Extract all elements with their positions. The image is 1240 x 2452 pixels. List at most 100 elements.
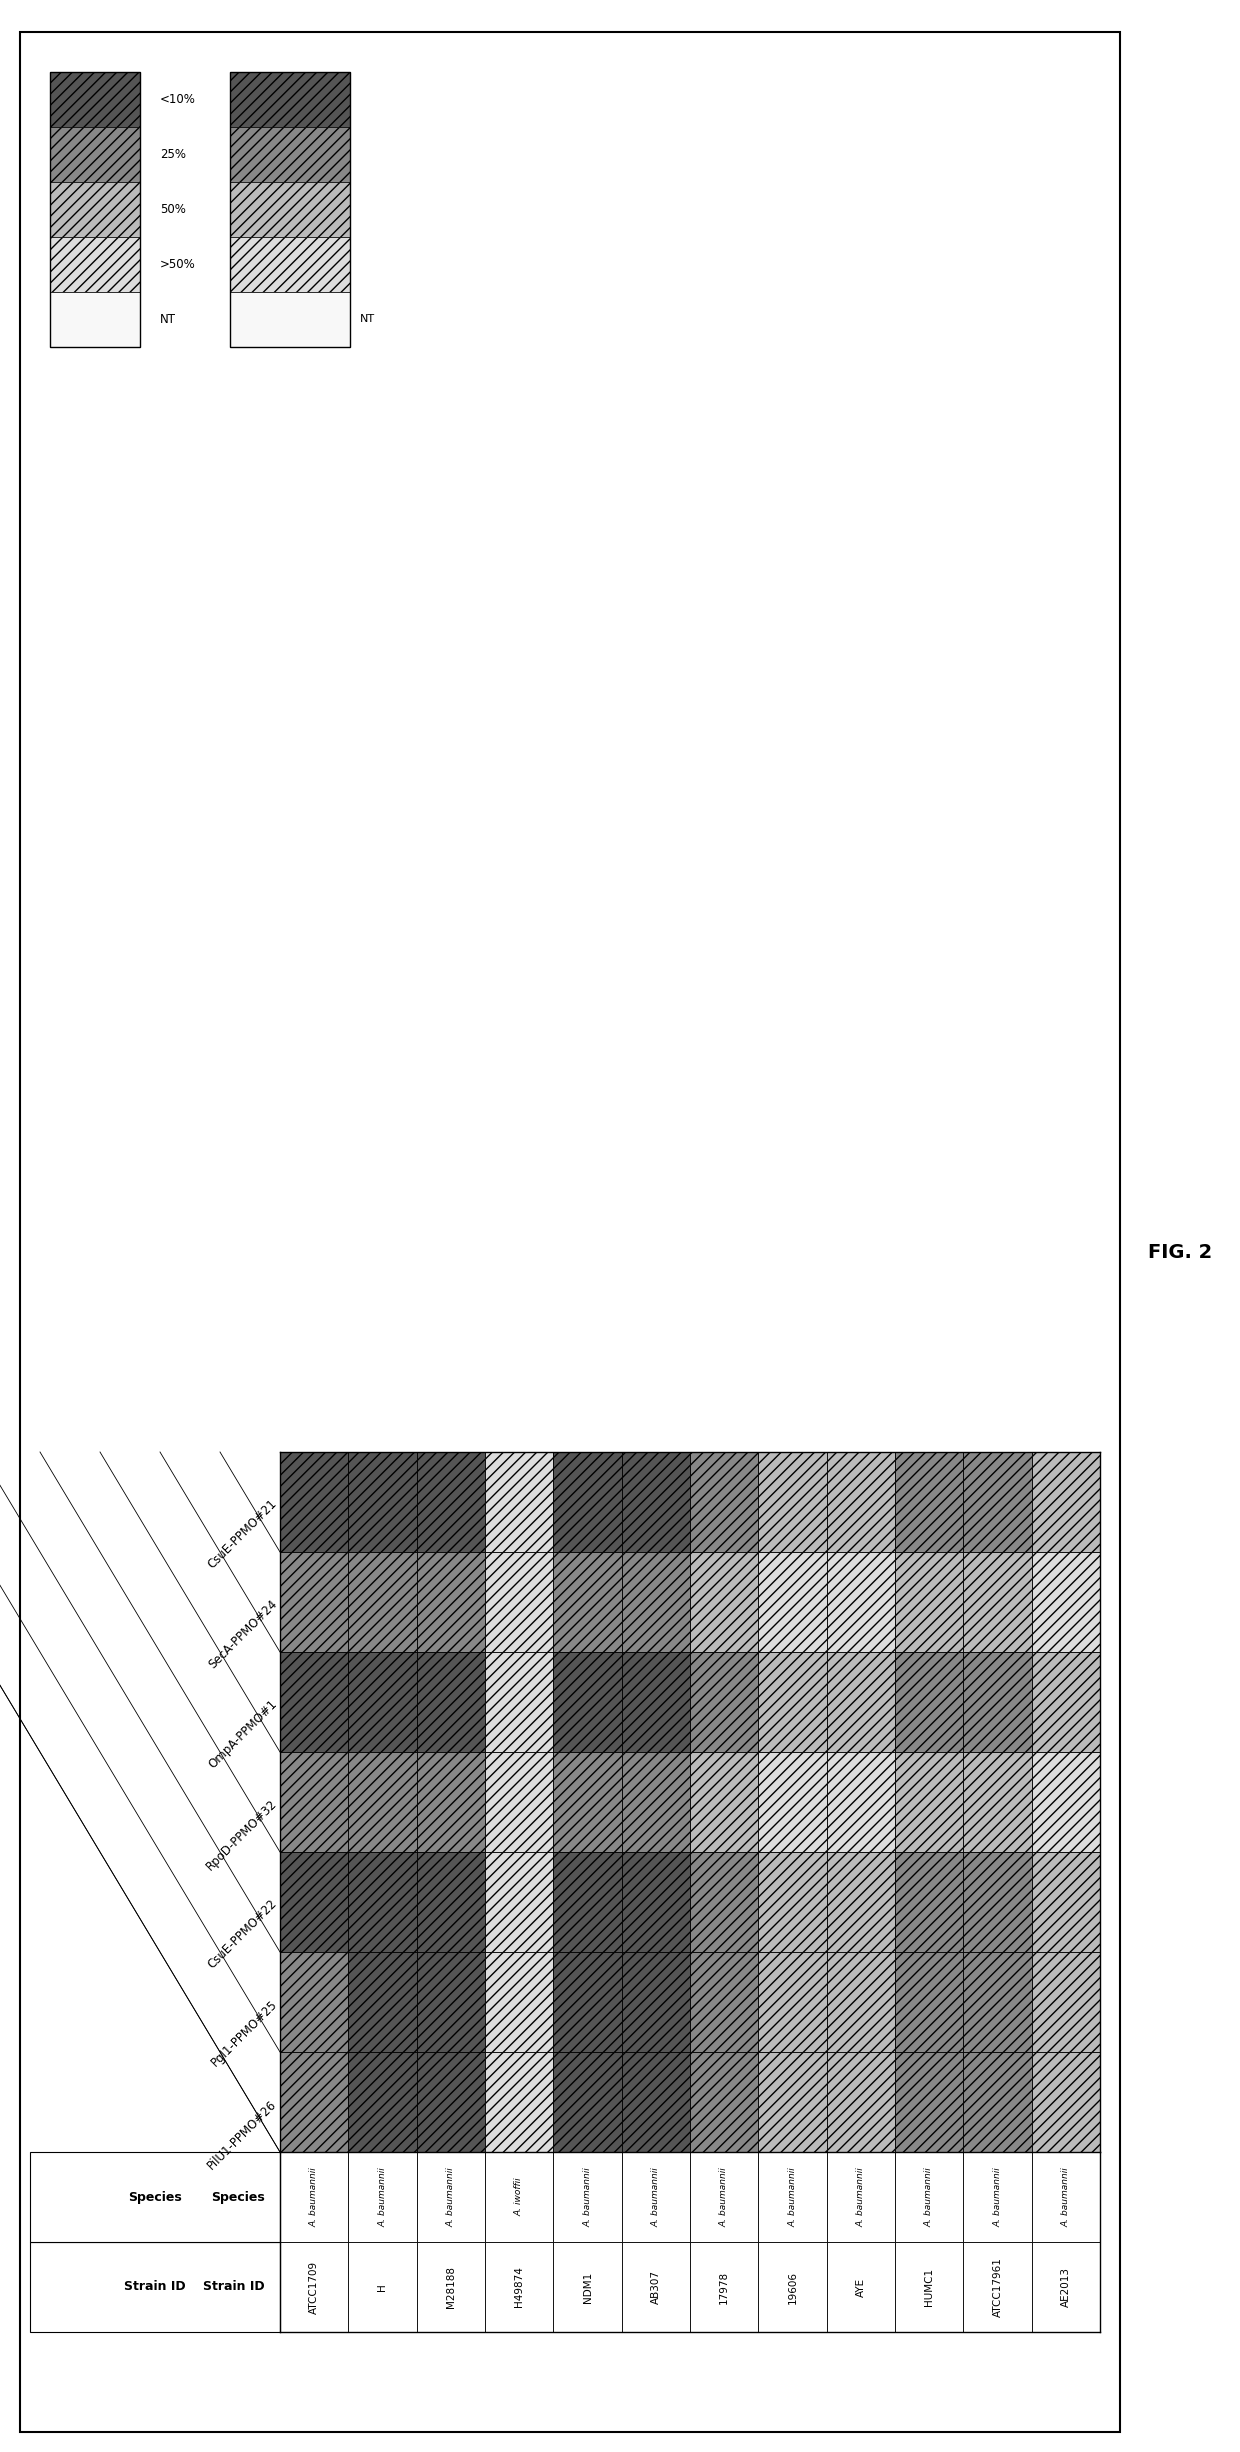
- Bar: [827, 2153, 895, 2241]
- Bar: [689, 1552, 759, 1653]
- Bar: [621, 1952, 689, 2052]
- Bar: [963, 1851, 1032, 1952]
- Bar: [229, 128, 350, 181]
- Bar: [689, 2153, 759, 2241]
- Bar: [553, 2241, 621, 2332]
- Bar: [485, 2241, 553, 2332]
- Bar: [348, 1753, 417, 1851]
- Bar: [417, 2241, 485, 2332]
- Bar: [553, 1851, 621, 1952]
- Text: A. baumannii: A. baumannii: [651, 2168, 661, 2226]
- Text: 17978: 17978: [719, 2271, 729, 2302]
- Text: Species: Species: [211, 2190, 265, 2204]
- Text: ATCC1709: ATCC1709: [309, 2261, 319, 2315]
- Bar: [895, 2241, 963, 2332]
- Bar: [759, 2052, 827, 2153]
- Text: A. baumannii: A. baumannii: [310, 2168, 319, 2226]
- Bar: [689, 2052, 759, 2153]
- Bar: [621, 1452, 689, 1552]
- Bar: [689, 1952, 759, 2052]
- Bar: [621, 2153, 689, 2241]
- Text: A. iwoffii: A. iwoffii: [515, 2177, 523, 2217]
- Bar: [485, 2153, 553, 2241]
- Bar: [417, 1452, 485, 1552]
- Bar: [417, 2153, 485, 2241]
- Bar: [963, 1952, 1032, 2052]
- Bar: [348, 1552, 417, 1653]
- Bar: [827, 1851, 895, 1952]
- Bar: [280, 1851, 348, 1952]
- Bar: [485, 1952, 553, 2052]
- Bar: [280, 2052, 348, 2153]
- Text: 50%: 50%: [160, 204, 186, 216]
- Bar: [759, 2241, 827, 2332]
- Text: Strain ID: Strain ID: [124, 2280, 186, 2293]
- Bar: [1032, 1552, 1100, 1653]
- Bar: [485, 1452, 553, 1552]
- Text: PgI1-PPMO#25: PgI1-PPMO#25: [208, 1998, 279, 2069]
- Bar: [827, 1753, 895, 1851]
- Bar: [689, 1653, 759, 1753]
- Bar: [348, 1952, 417, 2052]
- Text: Species: Species: [128, 2190, 182, 2204]
- Bar: [895, 1851, 963, 1952]
- Bar: [280, 1552, 348, 1653]
- Bar: [895, 1952, 963, 2052]
- Bar: [553, 1952, 621, 2052]
- Text: A. baumannii: A. baumannii: [446, 2168, 455, 2226]
- Bar: [553, 2153, 621, 2241]
- Text: ATCC17961: ATCC17961: [992, 2256, 1002, 2317]
- Bar: [485, 1653, 553, 1753]
- Bar: [689, 2241, 759, 2332]
- Text: RpoD-PPMO#32: RpoD-PPMO#32: [203, 1797, 279, 1873]
- Bar: [895, 1552, 963, 1653]
- Bar: [689, 1851, 759, 1952]
- Bar: [280, 1753, 348, 1851]
- Text: FIG. 2: FIG. 2: [1148, 1243, 1213, 1260]
- Bar: [1032, 2241, 1100, 2332]
- Bar: [553, 1452, 621, 1552]
- Bar: [280, 2153, 348, 2241]
- Bar: [963, 1753, 1032, 1851]
- Text: <10%: <10%: [160, 93, 196, 105]
- Bar: [1032, 2153, 1100, 2241]
- Bar: [417, 2052, 485, 2153]
- Bar: [417, 1952, 485, 2052]
- Bar: [689, 1452, 759, 1552]
- Bar: [895, 2153, 963, 2241]
- Bar: [689, 1753, 759, 1851]
- Text: SecA-PPMO#24: SecA-PPMO#24: [206, 1596, 279, 1672]
- Bar: [621, 1851, 689, 1952]
- Text: A. baumannii: A. baumannii: [857, 2168, 866, 2226]
- Text: H49874: H49874: [515, 2266, 525, 2307]
- Text: NDM1: NDM1: [583, 2271, 593, 2302]
- Text: Strain ID: Strain ID: [203, 2280, 265, 2293]
- Bar: [963, 1552, 1032, 1653]
- Bar: [963, 2241, 1032, 2332]
- Bar: [348, 1653, 417, 1753]
- Bar: [1032, 2052, 1100, 2153]
- Bar: [759, 1552, 827, 1653]
- Bar: [30, 2153, 280, 2241]
- Bar: [963, 2052, 1032, 2153]
- Bar: [827, 1452, 895, 1552]
- Bar: [1032, 1753, 1100, 1851]
- Bar: [485, 1851, 553, 1952]
- Bar: [417, 1552, 485, 1653]
- Text: 25%: 25%: [160, 147, 186, 162]
- Text: AE2013: AE2013: [1061, 2268, 1071, 2307]
- Text: A. baumannii: A. baumannii: [925, 2168, 934, 2226]
- Bar: [30, 2241, 280, 2332]
- Bar: [827, 1552, 895, 1653]
- Bar: [759, 1753, 827, 1851]
- Bar: [485, 2052, 553, 2153]
- Bar: [50, 71, 140, 348]
- Bar: [759, 1851, 827, 1952]
- Text: PilU1-PPMO#26: PilU1-PPMO#26: [206, 2096, 279, 2172]
- Bar: [621, 2241, 689, 2332]
- Bar: [50, 71, 140, 128]
- Bar: [895, 2052, 963, 2153]
- Text: AYE: AYE: [856, 2278, 866, 2298]
- Bar: [553, 1753, 621, 1851]
- Bar: [417, 1851, 485, 1952]
